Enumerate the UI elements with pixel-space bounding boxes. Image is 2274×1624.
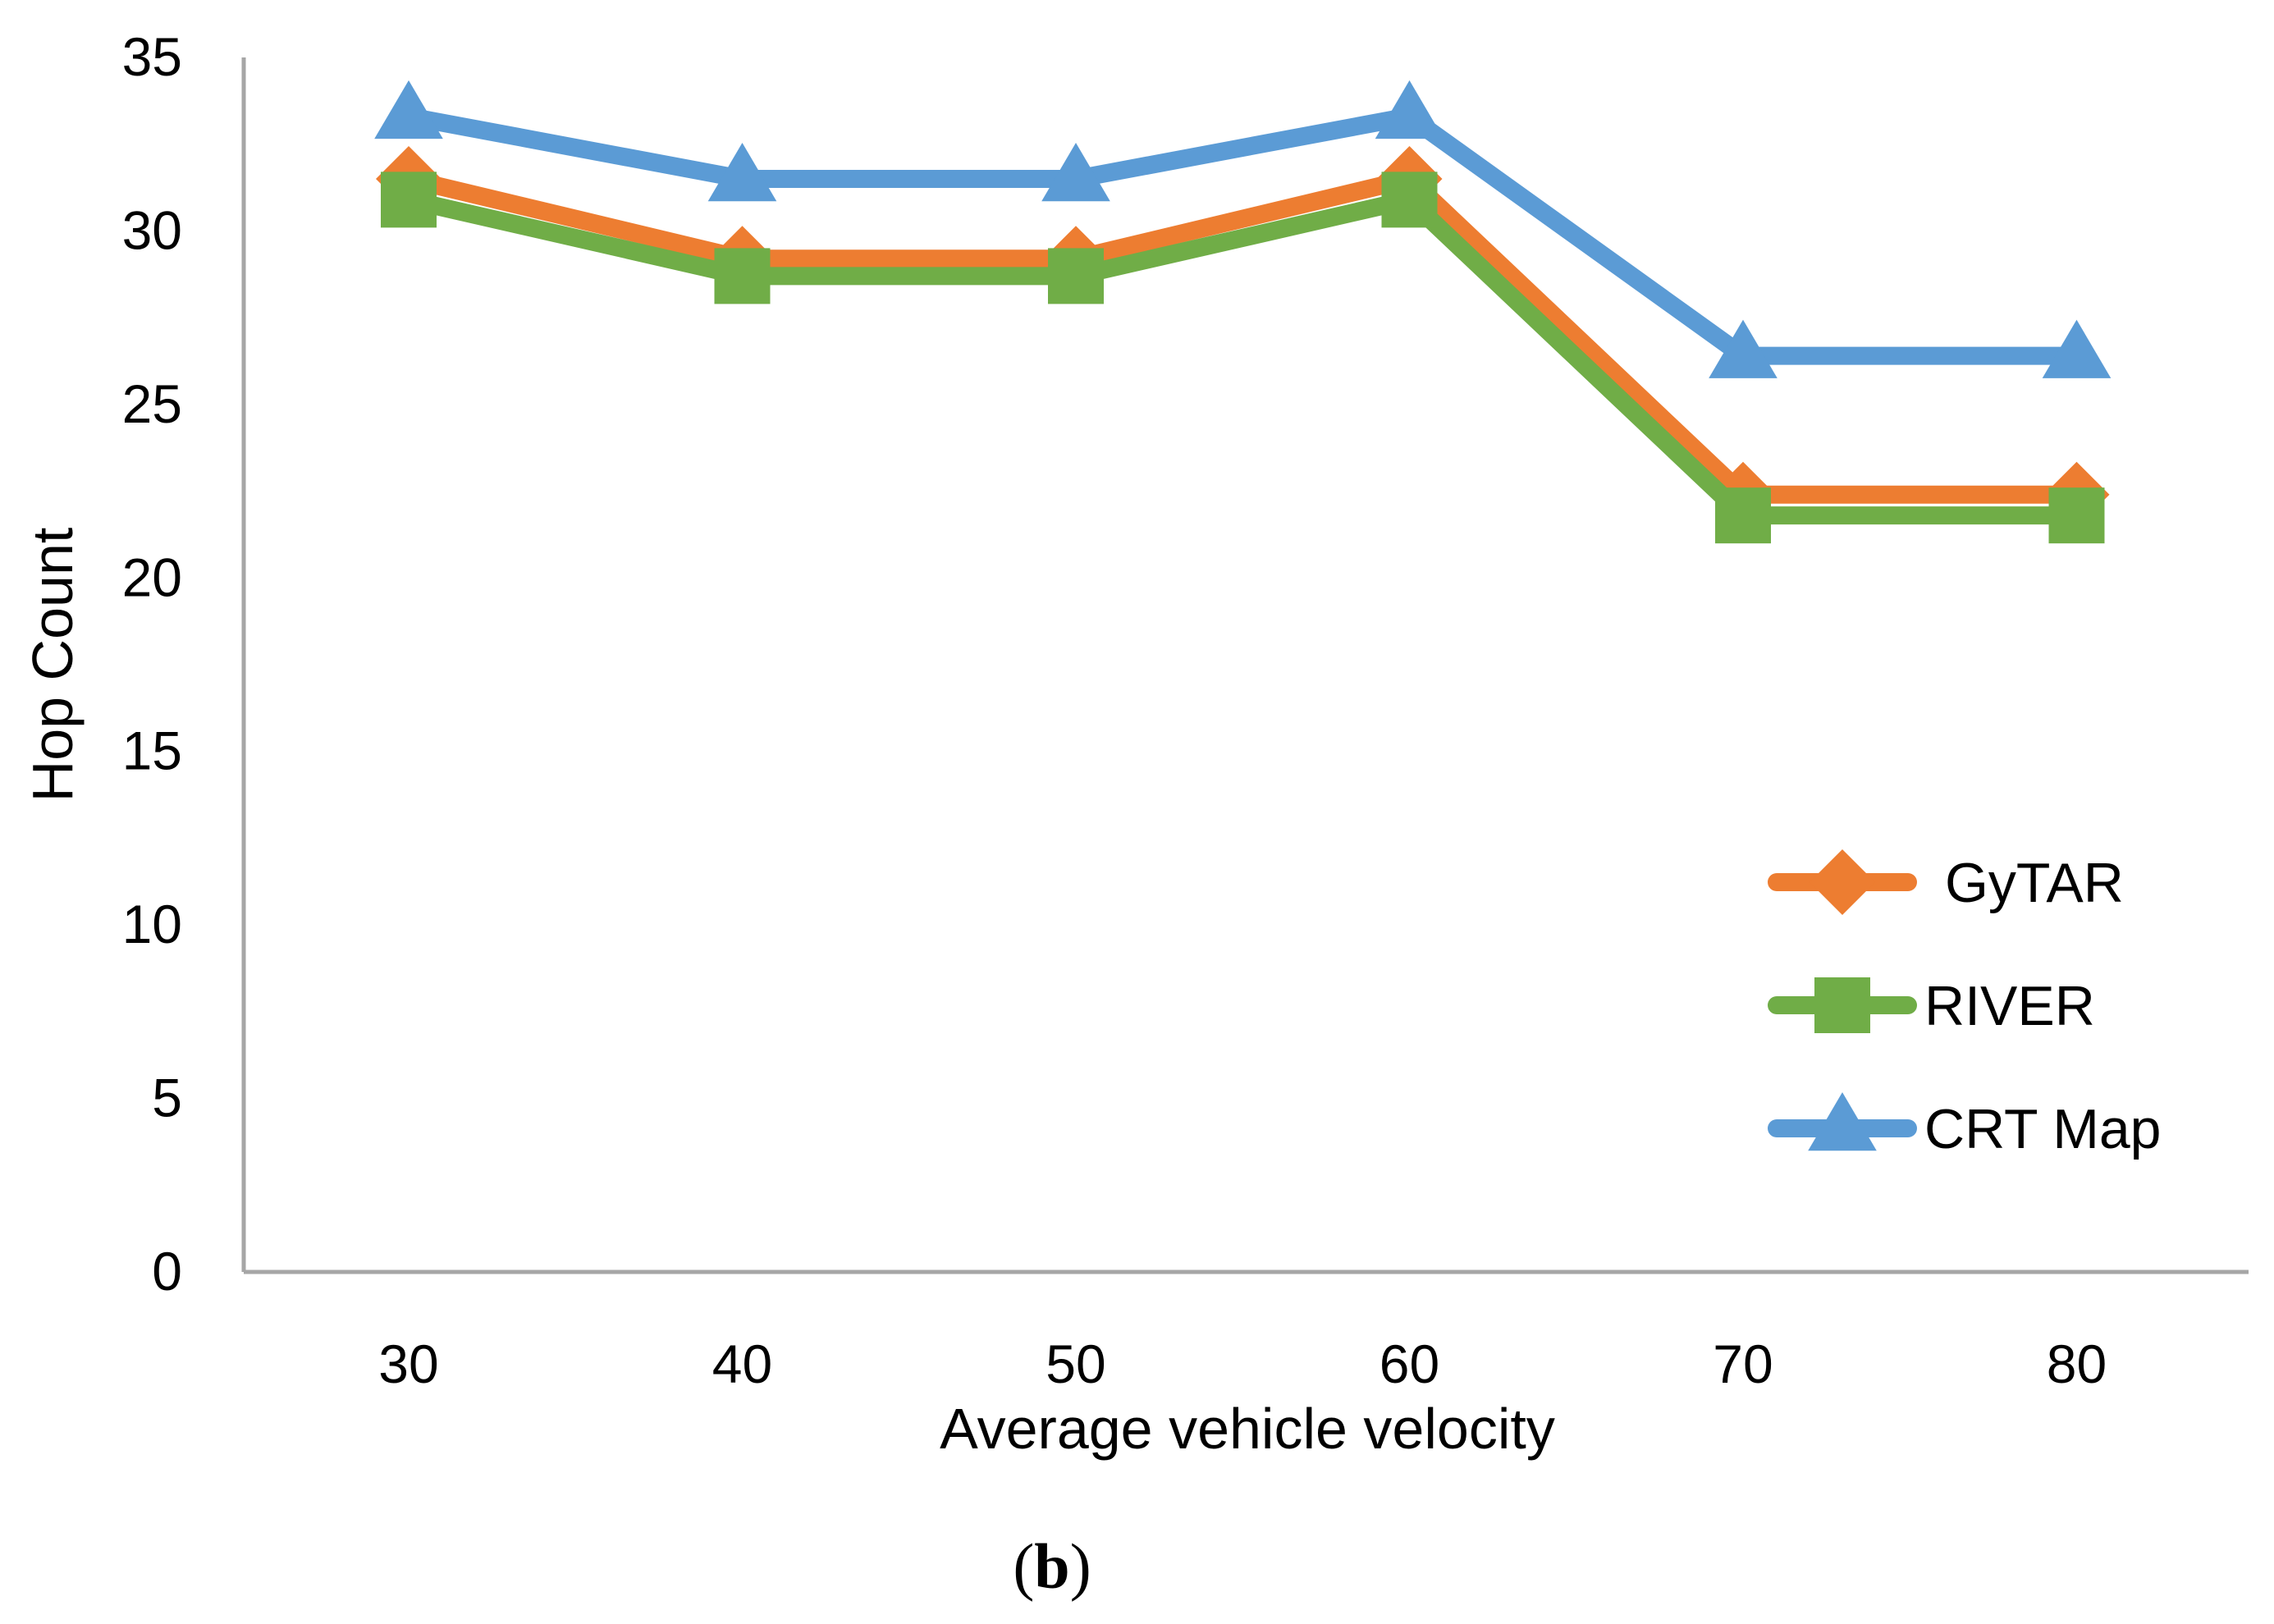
data-point bbox=[1375, 80, 1444, 140]
y-tick-label: 35 bbox=[122, 26, 182, 87]
data-point bbox=[714, 248, 771, 304]
series-line bbox=[400, 190, 2086, 525]
data-point bbox=[381, 172, 437, 228]
series-layer bbox=[374, 80, 2112, 544]
series-line bbox=[400, 170, 2086, 504]
data-point bbox=[2042, 319, 2112, 378]
legend: GyTAR RIVER CRT Map bbox=[1768, 849, 2161, 1160]
y-axis-title: Hop Count bbox=[21, 528, 85, 803]
caption-letter: b bbox=[1034, 1530, 1069, 1602]
data-point bbox=[1041, 143, 1110, 202]
legend-label: CRT Map bbox=[1924, 1098, 2161, 1160]
y-tick-label: 25 bbox=[122, 373, 182, 434]
y-tick-label: 30 bbox=[122, 199, 182, 260]
series-crt-map bbox=[374, 80, 2112, 378]
data-point bbox=[1048, 248, 1104, 304]
data-point bbox=[707, 143, 777, 202]
x-tick-label: 70 bbox=[1713, 1334, 1773, 1394]
legend-label: GyTAR bbox=[1945, 852, 2124, 914]
x-tick-label: 50 bbox=[1045, 1334, 1105, 1394]
series-river bbox=[381, 172, 2105, 544]
x-axis-title: Average vehicle velocity bbox=[940, 1397, 1555, 1461]
legend-item: GyTAR bbox=[1768, 849, 2124, 915]
series-line bbox=[400, 107, 2086, 365]
caption-open-paren: ( bbox=[1013, 1530, 1034, 1602]
x-tick-label: 80 bbox=[2047, 1334, 2107, 1394]
y-tick-label: 0 bbox=[152, 1241, 182, 1301]
y-tick-label: 10 bbox=[122, 894, 182, 954]
axes bbox=[241, 57, 2249, 1274]
legend-marker bbox=[1808, 1092, 1877, 1151]
data-point bbox=[1715, 487, 1771, 544]
y-tick-labels: 0 5 10 15 20 25 30 35 bbox=[122, 26, 182, 1301]
x-tick-label: 30 bbox=[378, 1334, 438, 1394]
figure-caption: (b) bbox=[1013, 1530, 1091, 1602]
data-point bbox=[1709, 319, 1778, 378]
legend-marker bbox=[1810, 849, 1875, 915]
legend-marker bbox=[1814, 977, 1870, 1033]
x-tick-label: 60 bbox=[1379, 1334, 1439, 1394]
y-tick-label: 5 bbox=[152, 1068, 182, 1128]
legend-item: RIVER bbox=[1768, 975, 2095, 1037]
y-tick-label: 20 bbox=[122, 547, 182, 607]
data-point bbox=[2048, 487, 2105, 544]
data-point bbox=[374, 80, 443, 140]
legend-label: RIVER bbox=[1924, 975, 2095, 1037]
x-tick-label: 40 bbox=[712, 1334, 772, 1394]
y-tick-label: 15 bbox=[122, 721, 182, 781]
x-tick-labels: 30 40 50 60 70 80 bbox=[378, 1334, 2107, 1394]
data-point bbox=[1381, 172, 1438, 228]
series-gytar bbox=[376, 146, 2110, 528]
legend-item: CRT Map bbox=[1768, 1092, 2161, 1160]
caption-close-paren: ) bbox=[1070, 1530, 1091, 1602]
